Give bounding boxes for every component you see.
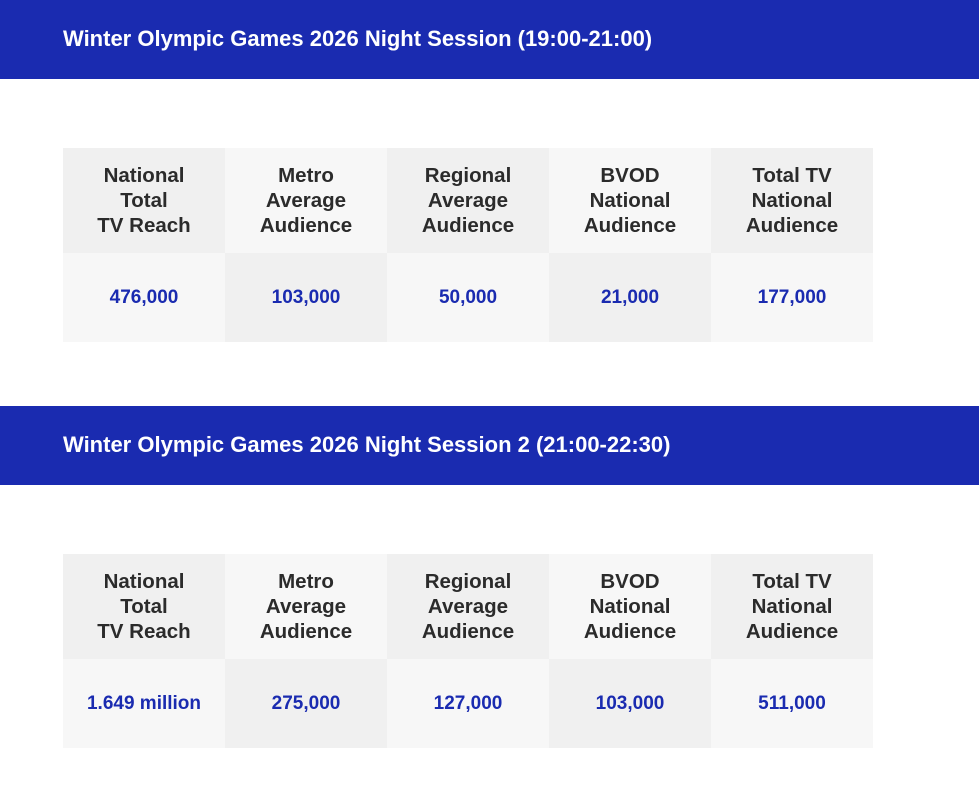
header-metro-average-audience: Metro Average Audience	[225, 148, 387, 253]
value-bvod-national-audience: 21,000	[549, 253, 711, 342]
section-title: Winter Olympic Games 2026 Night Session …	[63, 26, 653, 51]
header-regional-average-audience: Regional Average Audience	[387, 554, 549, 659]
value-regional-average-audience: 127,000	[387, 659, 549, 748]
section-title: Winter Olympic Games 2026 Night Session …	[63, 432, 671, 457]
value-metro-average-audience: 103,000	[225, 253, 387, 342]
audience-table-session-2: National Total TV Reach Metro Average Au…	[63, 554, 873, 748]
value-metro-average-audience: 275,000	[225, 659, 387, 748]
value-bvod-national-audience: 103,000	[549, 659, 711, 748]
value-national-total-tv-reach: 1.649 million	[63, 659, 225, 748]
header-total-tv-national-audience: Total TV National Audience	[711, 554, 873, 659]
section-banner-night-session-2: Winter Olympic Games 2026 Night Session …	[0, 406, 979, 485]
header-national-total-tv-reach: National Total TV Reach	[63, 148, 225, 253]
value-national-total-tv-reach: 476,000	[63, 253, 225, 342]
value-regional-average-audience: 50,000	[387, 253, 549, 342]
value-total-tv-national-audience: 511,000	[711, 659, 873, 748]
header-regional-average-audience: Regional Average Audience	[387, 148, 549, 253]
value-total-tv-national-audience: 177,000	[711, 253, 873, 342]
section-banner-night-session-1: Winter Olympic Games 2026 Night Session …	[0, 0, 979, 79]
table-header-row: National Total TV Reach Metro Average Au…	[63, 148, 873, 253]
header-total-tv-national-audience: Total TV National Audience	[711, 148, 873, 253]
table-header-row: National Total TV Reach Metro Average Au…	[63, 554, 873, 659]
table-row: 476,000 103,000 50,000 21,000 177,000	[63, 253, 873, 342]
table-row: 1.649 million 275,000 127,000 103,000 51…	[63, 659, 873, 748]
header-bvod-national-audience: BVOD National Audience	[549, 554, 711, 659]
header-national-total-tv-reach: National Total TV Reach	[63, 554, 225, 659]
header-bvod-national-audience: BVOD National Audience	[549, 148, 711, 253]
audience-table-session-1: National Total TV Reach Metro Average Au…	[63, 148, 873, 342]
header-metro-average-audience: Metro Average Audience	[225, 554, 387, 659]
